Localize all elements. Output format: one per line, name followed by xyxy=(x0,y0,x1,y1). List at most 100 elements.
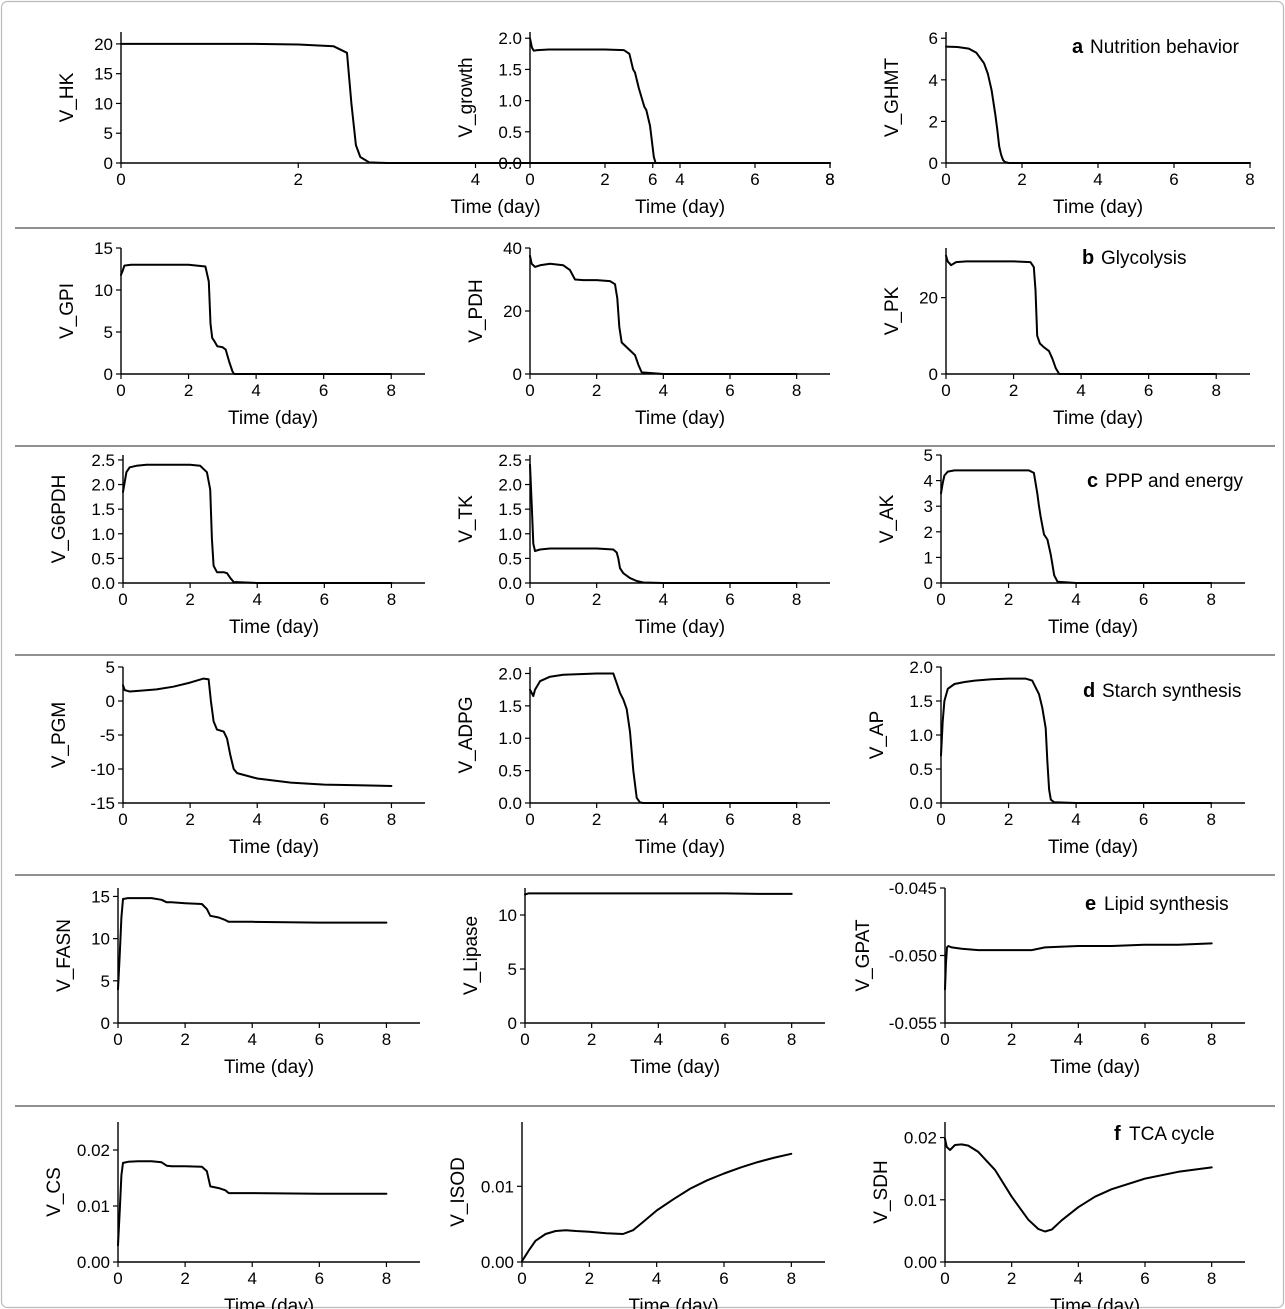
y-tick-label: 0.01 xyxy=(481,1177,514,1196)
x-axis-label: Time (day) xyxy=(1048,837,1138,858)
y-tick-label: 5 xyxy=(101,972,110,991)
y-axis-label: V_ADPG xyxy=(456,696,477,773)
y-tick-label: 0.0 xyxy=(498,154,522,173)
series-line xyxy=(122,463,393,584)
x-tick-label: 0 xyxy=(118,590,127,609)
x-tick-label: 4 xyxy=(247,1030,256,1049)
x-tick-label: 4 xyxy=(1071,590,1080,609)
y-tick-label: 5 xyxy=(104,124,113,143)
x-tick-label: 0 xyxy=(113,1030,122,1049)
y-tick-label: -0.050 xyxy=(889,947,937,966)
series-line xyxy=(945,254,1218,375)
y-tick-label: 1.0 xyxy=(909,726,933,745)
y-axis-label: V_G6PDH xyxy=(49,475,70,564)
x-tick-label: 0 xyxy=(520,1030,529,1049)
panel-title: PPP and energy xyxy=(1105,471,1244,492)
x-tick-label: 2 xyxy=(592,810,601,829)
x-tick-label: 8 xyxy=(792,590,801,609)
x-tick-label: 6 xyxy=(1139,590,1148,609)
x-tick-label: 4 xyxy=(1071,810,1080,829)
y-tick-label: 0.01 xyxy=(77,1197,110,1216)
x-tick-label: 2 xyxy=(1007,1269,1016,1288)
y-tick-label: 0 xyxy=(508,1014,517,1033)
y-tick-label: 0.5 xyxy=(498,123,522,142)
x-tick-label: 8 xyxy=(382,1030,391,1049)
y-tick-label: 40 xyxy=(503,239,522,258)
x-axis-label: Time (day) xyxy=(224,1296,314,1309)
y-tick-label: 10 xyxy=(94,94,113,113)
x-tick-label: 8 xyxy=(825,170,834,189)
panel-letter: c xyxy=(1087,470,1098,492)
y-axis-label: V_Lipase xyxy=(461,916,482,995)
series-line xyxy=(529,463,798,584)
y-tick-label: 1.0 xyxy=(498,729,522,748)
plot-v-lipase: 0 2 4 6 8 0 5 10 Time (day) V_Lipase xyxy=(461,888,825,1078)
y-tick-label: 0 xyxy=(101,1014,110,1033)
x-tick-label: 4 xyxy=(247,1269,256,1288)
series-line xyxy=(944,942,1213,991)
x-tick-label: 0 xyxy=(116,381,125,400)
x-axis-label: Time (day) xyxy=(1048,617,1138,638)
x-tick-label: 0 xyxy=(116,170,125,189)
x-tick-label: 8 xyxy=(825,170,834,189)
y-tick-label: 0.00 xyxy=(77,1253,110,1272)
plot-v-tk: 0 2 4 6 8 0.0 0.5 1.0 1.5 2.0 2.5 Time (day) V_TK xyxy=(456,451,830,638)
y-tick-label: 5 xyxy=(104,323,113,342)
x-tick-label: 6 xyxy=(320,810,329,829)
y-axis-label: V_SDH xyxy=(871,1160,892,1223)
y-tick-label: 0.0 xyxy=(498,794,522,813)
x-tick-label: 0 xyxy=(517,1269,526,1288)
plot-v-cs: 0 2 4 6 8 0.00 0.01 0.02 Time (day) V_CS xyxy=(44,1122,420,1309)
x-tick-label: 0 xyxy=(118,810,127,829)
y-axis-label: V_CS xyxy=(44,1167,65,1217)
y-tick-label: 2 xyxy=(924,523,933,542)
x-axis-label: Time (day) xyxy=(1050,1296,1140,1309)
y-tick-label: -5 xyxy=(100,726,115,745)
plot-v-fasn: 0 2 4 6 8 0 5 10 15 Time (day) V_FASN xyxy=(54,887,420,1078)
x-tick-label: 2 xyxy=(180,1030,189,1049)
y-tick-label: 3 xyxy=(924,497,933,516)
x-tick-label: 2 xyxy=(1007,1030,1016,1049)
plot-v-adpg: 0 2 4 6 8 0.0 0.5 1.0 1.5 2.0 Time (day) V_ADPG xyxy=(456,664,830,858)
y-tick-label: 1.0 xyxy=(91,525,115,544)
x-axis-label: Time (day) xyxy=(229,837,319,858)
y-tick-label: 2.0 xyxy=(498,29,522,48)
x-tick-label: 8 xyxy=(387,810,396,829)
x-tick-label: 4 xyxy=(1093,170,1102,189)
panel-title: TCA cycle xyxy=(1129,1124,1215,1145)
series-line xyxy=(529,254,798,375)
y-axis-label: V_GHMT xyxy=(882,58,903,138)
panel-a-heading: a Nutrition behavior xyxy=(1072,36,1240,58)
x-tick-label: 8 xyxy=(792,810,801,829)
x-tick-label: 8 xyxy=(387,590,396,609)
x-axis-label: Time (day) xyxy=(635,617,725,638)
y-tick-label: -10 xyxy=(90,760,115,779)
series-line xyxy=(521,1152,793,1263)
series-line xyxy=(524,892,793,896)
series-line xyxy=(117,1160,388,1247)
y-tick-label: 15 xyxy=(94,239,113,258)
plot-v-ak: 0 2 4 6 8 0 1 2 3 4 5 Time (day) V_AK xyxy=(877,446,1245,638)
series-line xyxy=(940,677,1213,804)
y-tick-label: 20 xyxy=(919,289,938,308)
series-line xyxy=(529,37,831,164)
x-tick-label: 8 xyxy=(792,381,801,400)
y-axis-label: V_AK xyxy=(877,494,898,543)
x-tick-label: 8 xyxy=(1206,590,1215,609)
x-axis-label: Time (day) xyxy=(635,408,725,429)
x-tick-label: 0 xyxy=(525,590,534,609)
panel-letter: d xyxy=(1083,680,1095,702)
x-tick-label: 2 xyxy=(587,1030,596,1049)
plot-v-isod: 0 2 4 6 8 0.00 0.01 Time (day) V_ISOD xyxy=(448,1122,825,1309)
y-tick-label: 1.5 xyxy=(498,500,522,519)
y-tick-label: 10 xyxy=(94,281,113,300)
y-tick-label: 0 xyxy=(929,365,938,384)
series-line xyxy=(945,45,1251,164)
y-axis-label: V_growth xyxy=(456,57,477,137)
y-tick-label: 1.5 xyxy=(91,500,115,519)
x-tick-label: 2 xyxy=(585,1269,594,1288)
y-axis-label: V_HK xyxy=(57,72,78,122)
x-tick-label: 4 xyxy=(1076,381,1085,400)
